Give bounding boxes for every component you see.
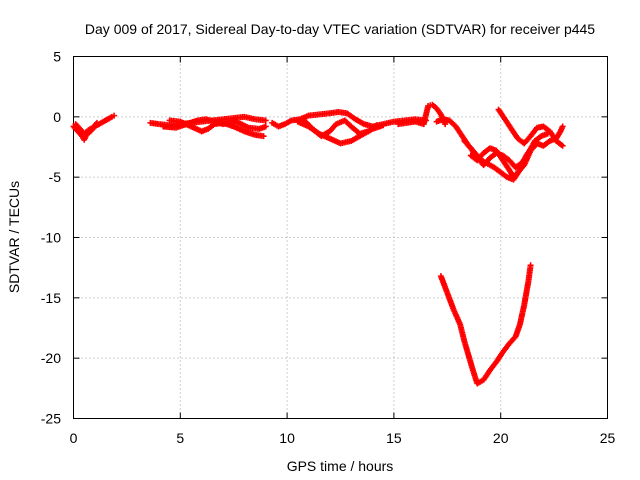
y-axis-label: SDTVAR / TECUs <box>6 181 22 293</box>
data-point <box>380 122 387 129</box>
data-point <box>260 133 267 140</box>
x-tick-label: 0 <box>70 430 78 446</box>
y-tick-label: -20 <box>41 350 61 366</box>
x-tick-label: 5 <box>176 430 184 446</box>
data-point <box>373 122 380 129</box>
data-point <box>93 119 100 126</box>
data-point <box>111 112 118 119</box>
data-point <box>559 142 566 149</box>
y-tick-label: -25 <box>41 411 61 427</box>
y-tick-label: -15 <box>41 290 61 306</box>
x-tick-label: 25 <box>600 430 616 446</box>
data-points <box>70 101 566 387</box>
x-tick-label: 10 <box>279 430 295 446</box>
y-tick-label: 0 <box>53 109 61 125</box>
y-tick-label: -5 <box>49 169 62 185</box>
y-tick-label: -10 <box>41 230 61 246</box>
data-point <box>262 117 269 124</box>
axis-ticks: 0 5 10 15 20 25 5 0 -5 -10 -15 -20 -25 <box>41 49 616 447</box>
chart-title: Day 009 of 2017, Sidereal Day-to-day VTE… <box>85 21 595 37</box>
y-tick-label: 5 <box>53 49 61 65</box>
x-tick-label: 15 <box>386 430 402 446</box>
data-point <box>559 123 566 130</box>
x-tick-label: 20 <box>493 430 509 446</box>
data-point <box>527 262 534 269</box>
data-point <box>262 123 269 130</box>
x-axis-label: GPS time / hours <box>287 458 394 474</box>
